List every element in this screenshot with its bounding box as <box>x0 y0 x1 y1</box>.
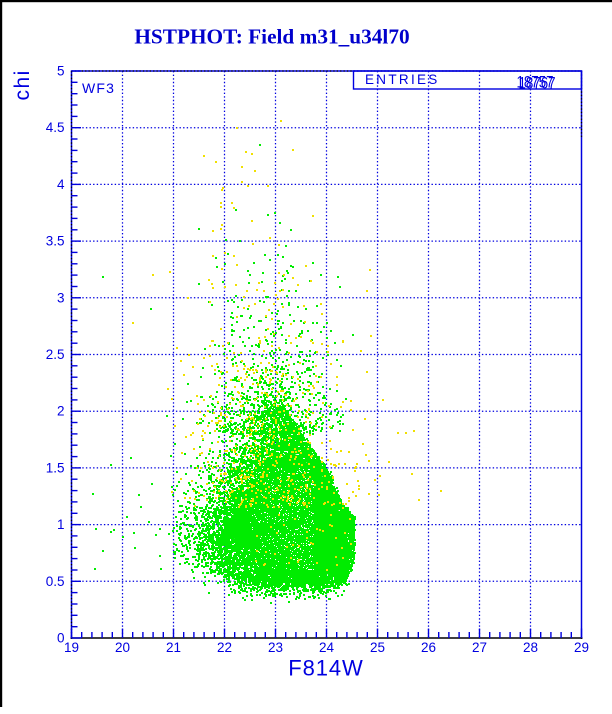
svg-text:26: 26 <box>421 640 436 655</box>
svg-text:29: 29 <box>574 640 589 655</box>
svg-text:3: 3 <box>57 290 65 305</box>
svg-text:4.5: 4.5 <box>46 120 65 135</box>
svg-text:HSTPHOT: Field m31_u34l70: HSTPHOT: Field m31_u34l70 <box>134 25 409 49</box>
svg-text:22: 22 <box>217 640 232 655</box>
svg-text:ENTRIES: ENTRIES <box>365 72 440 87</box>
svg-text:WF3: WF3 <box>82 80 115 96</box>
svg-text:0.5: 0.5 <box>46 574 65 589</box>
svg-text:21: 21 <box>166 640 181 655</box>
svg-text:25: 25 <box>370 640 385 655</box>
svg-text:28: 28 <box>523 640 538 655</box>
svg-text:0: 0 <box>57 631 65 646</box>
svg-text:20: 20 <box>115 640 130 655</box>
svg-text:1.5: 1.5 <box>46 460 65 475</box>
svg-text:2.5: 2.5 <box>46 347 65 362</box>
svg-text:3.5: 3.5 <box>46 234 65 249</box>
svg-text:23: 23 <box>268 640 283 655</box>
svg-text:4: 4 <box>57 177 65 192</box>
svg-text:18767: 18767 <box>519 73 556 92</box>
svg-text:19: 19 <box>64 640 79 655</box>
svg-text:5: 5 <box>57 64 65 79</box>
svg-text:2: 2 <box>57 404 65 419</box>
svg-text:24: 24 <box>319 640 335 655</box>
svg-text:1: 1 <box>57 517 65 532</box>
svg-text:chi: chi <box>11 69 34 100</box>
svg-text:18757: 18757 <box>517 73 554 92</box>
svg-text:27: 27 <box>472 640 487 655</box>
svg-text:F814W: F814W <box>288 656 363 681</box>
